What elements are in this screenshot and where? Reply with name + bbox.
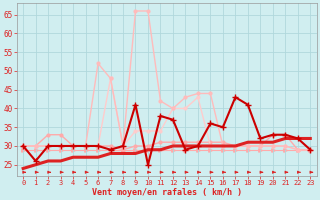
X-axis label: Vent moyen/en rafales ( km/h ): Vent moyen/en rafales ( km/h )	[92, 188, 242, 197]
